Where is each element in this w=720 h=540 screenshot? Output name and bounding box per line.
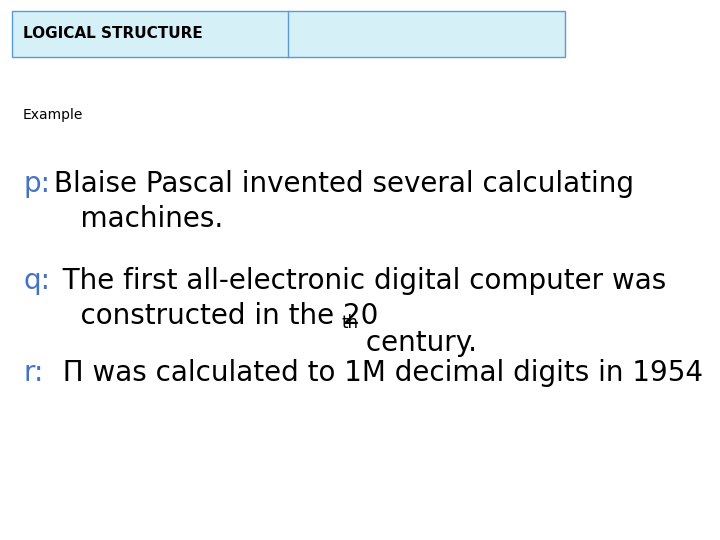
Text: Blaise Pascal invented several calculating
    machines.: Blaise Pascal invented several calculati… [45, 170, 634, 233]
Text: r:: r: [23, 359, 43, 387]
Text: q:: q: [23, 267, 50, 295]
Text: The first all-electronic digital computer was
    constructed in the 20: The first all-electronic digital compute… [45, 267, 666, 330]
Text: Π was calculated to 1M decimal digits in 1954: Π was calculated to 1M decimal digits in… [45, 359, 703, 387]
Text: century.: century. [357, 329, 477, 357]
Text: th: th [341, 314, 359, 332]
FancyBboxPatch shape [12, 11, 565, 57]
Text: p:: p: [23, 170, 50, 198]
Text: Example: Example [23, 108, 84, 122]
Text: LOGICAL STRUCTURE: LOGICAL STRUCTURE [23, 26, 203, 41]
